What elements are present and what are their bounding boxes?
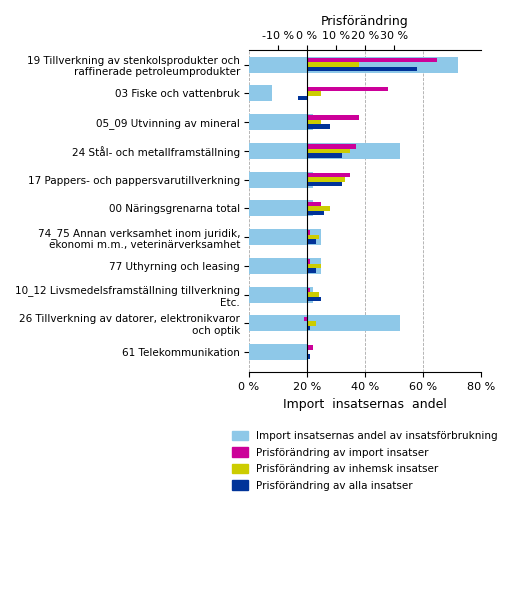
Bar	[306, 144, 356, 149]
X-axis label: Import  insatsernas  andel: Import insatsernas andel	[282, 397, 446, 411]
Bar	[248, 57, 457, 73]
Bar	[306, 297, 321, 301]
Bar	[248, 114, 312, 130]
Bar	[306, 288, 309, 292]
Bar	[248, 229, 321, 245]
Bar	[306, 120, 321, 125]
Bar	[303, 316, 306, 321]
Bar	[306, 321, 315, 325]
Bar	[248, 143, 399, 159]
Bar	[298, 96, 306, 100]
X-axis label: Prisförändring: Prisförändring	[321, 15, 408, 28]
Bar	[306, 345, 312, 350]
Bar	[306, 206, 329, 211]
Bar	[306, 235, 318, 240]
Bar	[306, 153, 341, 158]
Bar	[306, 240, 315, 244]
Bar	[306, 116, 358, 120]
Bar	[306, 149, 350, 153]
Bar	[306, 264, 321, 268]
Bar	[248, 344, 306, 360]
Bar	[248, 200, 312, 216]
Bar	[306, 355, 309, 359]
Bar	[306, 201, 321, 206]
Bar	[306, 67, 416, 71]
Bar	[306, 58, 437, 62]
Bar	[306, 125, 329, 129]
Bar	[248, 287, 312, 302]
Bar	[306, 62, 358, 67]
Bar	[248, 315, 399, 332]
Bar	[306, 268, 315, 273]
Bar	[306, 231, 309, 235]
Bar	[306, 292, 318, 297]
Bar	[306, 173, 350, 177]
Bar	[306, 87, 387, 91]
Bar	[306, 325, 309, 330]
Bar	[248, 85, 272, 101]
Bar	[306, 91, 321, 96]
Bar	[248, 258, 321, 274]
Bar	[306, 211, 324, 215]
Bar	[306, 182, 341, 186]
Bar	[306, 177, 344, 182]
Bar	[306, 259, 309, 264]
Bar	[248, 172, 312, 188]
Legend: Import insatsernas andel av insatsförbrukning, Prisförändring av import insatser: Import insatsernas andel av insatsförbru…	[227, 426, 502, 496]
